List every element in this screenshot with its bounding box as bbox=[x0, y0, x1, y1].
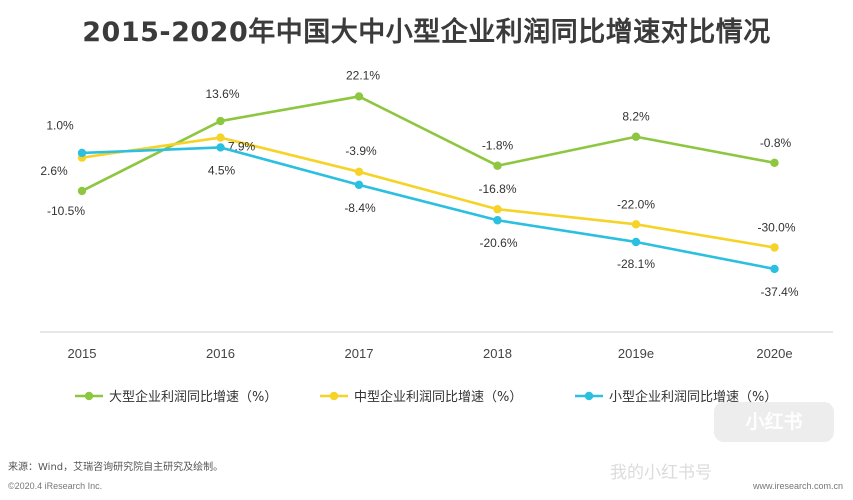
data-label: 4.5% bbox=[208, 163, 236, 177]
data-label: -16.8% bbox=[478, 182, 516, 196]
data-label: -28.1% bbox=[617, 257, 655, 271]
x-tick-label: 2017 bbox=[345, 346, 374, 361]
website: www.iresearch.com.cn bbox=[752, 481, 843, 491]
data-label: -20.6% bbox=[479, 236, 517, 250]
data-point bbox=[631, 132, 641, 141]
data-label: 22.1% bbox=[346, 68, 380, 82]
x-tick-label: 2015 bbox=[68, 346, 97, 361]
data-point bbox=[216, 116, 225, 126]
legend-swatch-marker bbox=[329, 391, 339, 401]
x-tick-label: 2018 bbox=[483, 346, 512, 361]
data-label: 1.0% bbox=[46, 119, 74, 133]
data-label: -0.8% bbox=[760, 136, 792, 150]
data-point bbox=[770, 243, 779, 252]
data-point bbox=[770, 158, 779, 168]
data-point bbox=[631, 237, 641, 247]
series-line bbox=[81, 146, 775, 271]
data-point bbox=[77, 148, 87, 158]
data-label: -22.0% bbox=[617, 197, 655, 211]
data-label: -10.5% bbox=[47, 204, 85, 218]
legend-swatch-marker bbox=[84, 391, 94, 401]
series-line bbox=[81, 136, 775, 249]
data-label: -37.4% bbox=[760, 285, 798, 299]
data-label: -3.9% bbox=[345, 144, 377, 158]
data-point bbox=[354, 167, 364, 177]
data-label: 2.6% bbox=[40, 164, 68, 178]
copyright: ©2020.4 iResearch Inc. bbox=[8, 481, 103, 491]
source-note: 来源：Wind，艾瑞咨询研究院自主研究及绘制。 bbox=[8, 462, 224, 473]
data-label: -1.8% bbox=[482, 139, 514, 153]
data-label: -30.0% bbox=[757, 221, 795, 235]
data-point bbox=[631, 220, 641, 229]
legend-swatch-marker bbox=[584, 391, 594, 401]
x-tick-label: 2020e bbox=[756, 346, 792, 361]
data-label: 8.2% bbox=[622, 110, 650, 124]
x-tick-label: 2019e bbox=[618, 346, 654, 361]
watermark-text: 我的小红书号 bbox=[610, 463, 712, 483]
legend-label: 小型企业利润同比增速（%） bbox=[609, 389, 777, 405]
watermark-badge: 小红书 bbox=[714, 402, 834, 442]
data-label: -8.4% bbox=[344, 201, 376, 215]
data-point bbox=[493, 205, 502, 214]
data-point bbox=[770, 264, 779, 274]
data-label: 13.6% bbox=[205, 87, 239, 101]
legend-label: 大型企业利润同比增速（%） bbox=[109, 389, 277, 405]
data-point bbox=[354, 180, 364, 190]
chart-title: 2015-2020年中国大中小型企业利润同比增速对比情况 bbox=[82, 17, 771, 48]
data-point bbox=[493, 161, 502, 170]
legend-label: 中型企业利润同比增速（%） bbox=[354, 389, 522, 405]
x-tick-label: 2016 bbox=[206, 346, 235, 361]
data-point bbox=[354, 92, 364, 101]
data-point bbox=[216, 143, 225, 152]
series-line bbox=[81, 95, 775, 193]
data-point bbox=[77, 186, 87, 196]
data-point bbox=[493, 216, 502, 225]
data-point bbox=[216, 133, 225, 142]
